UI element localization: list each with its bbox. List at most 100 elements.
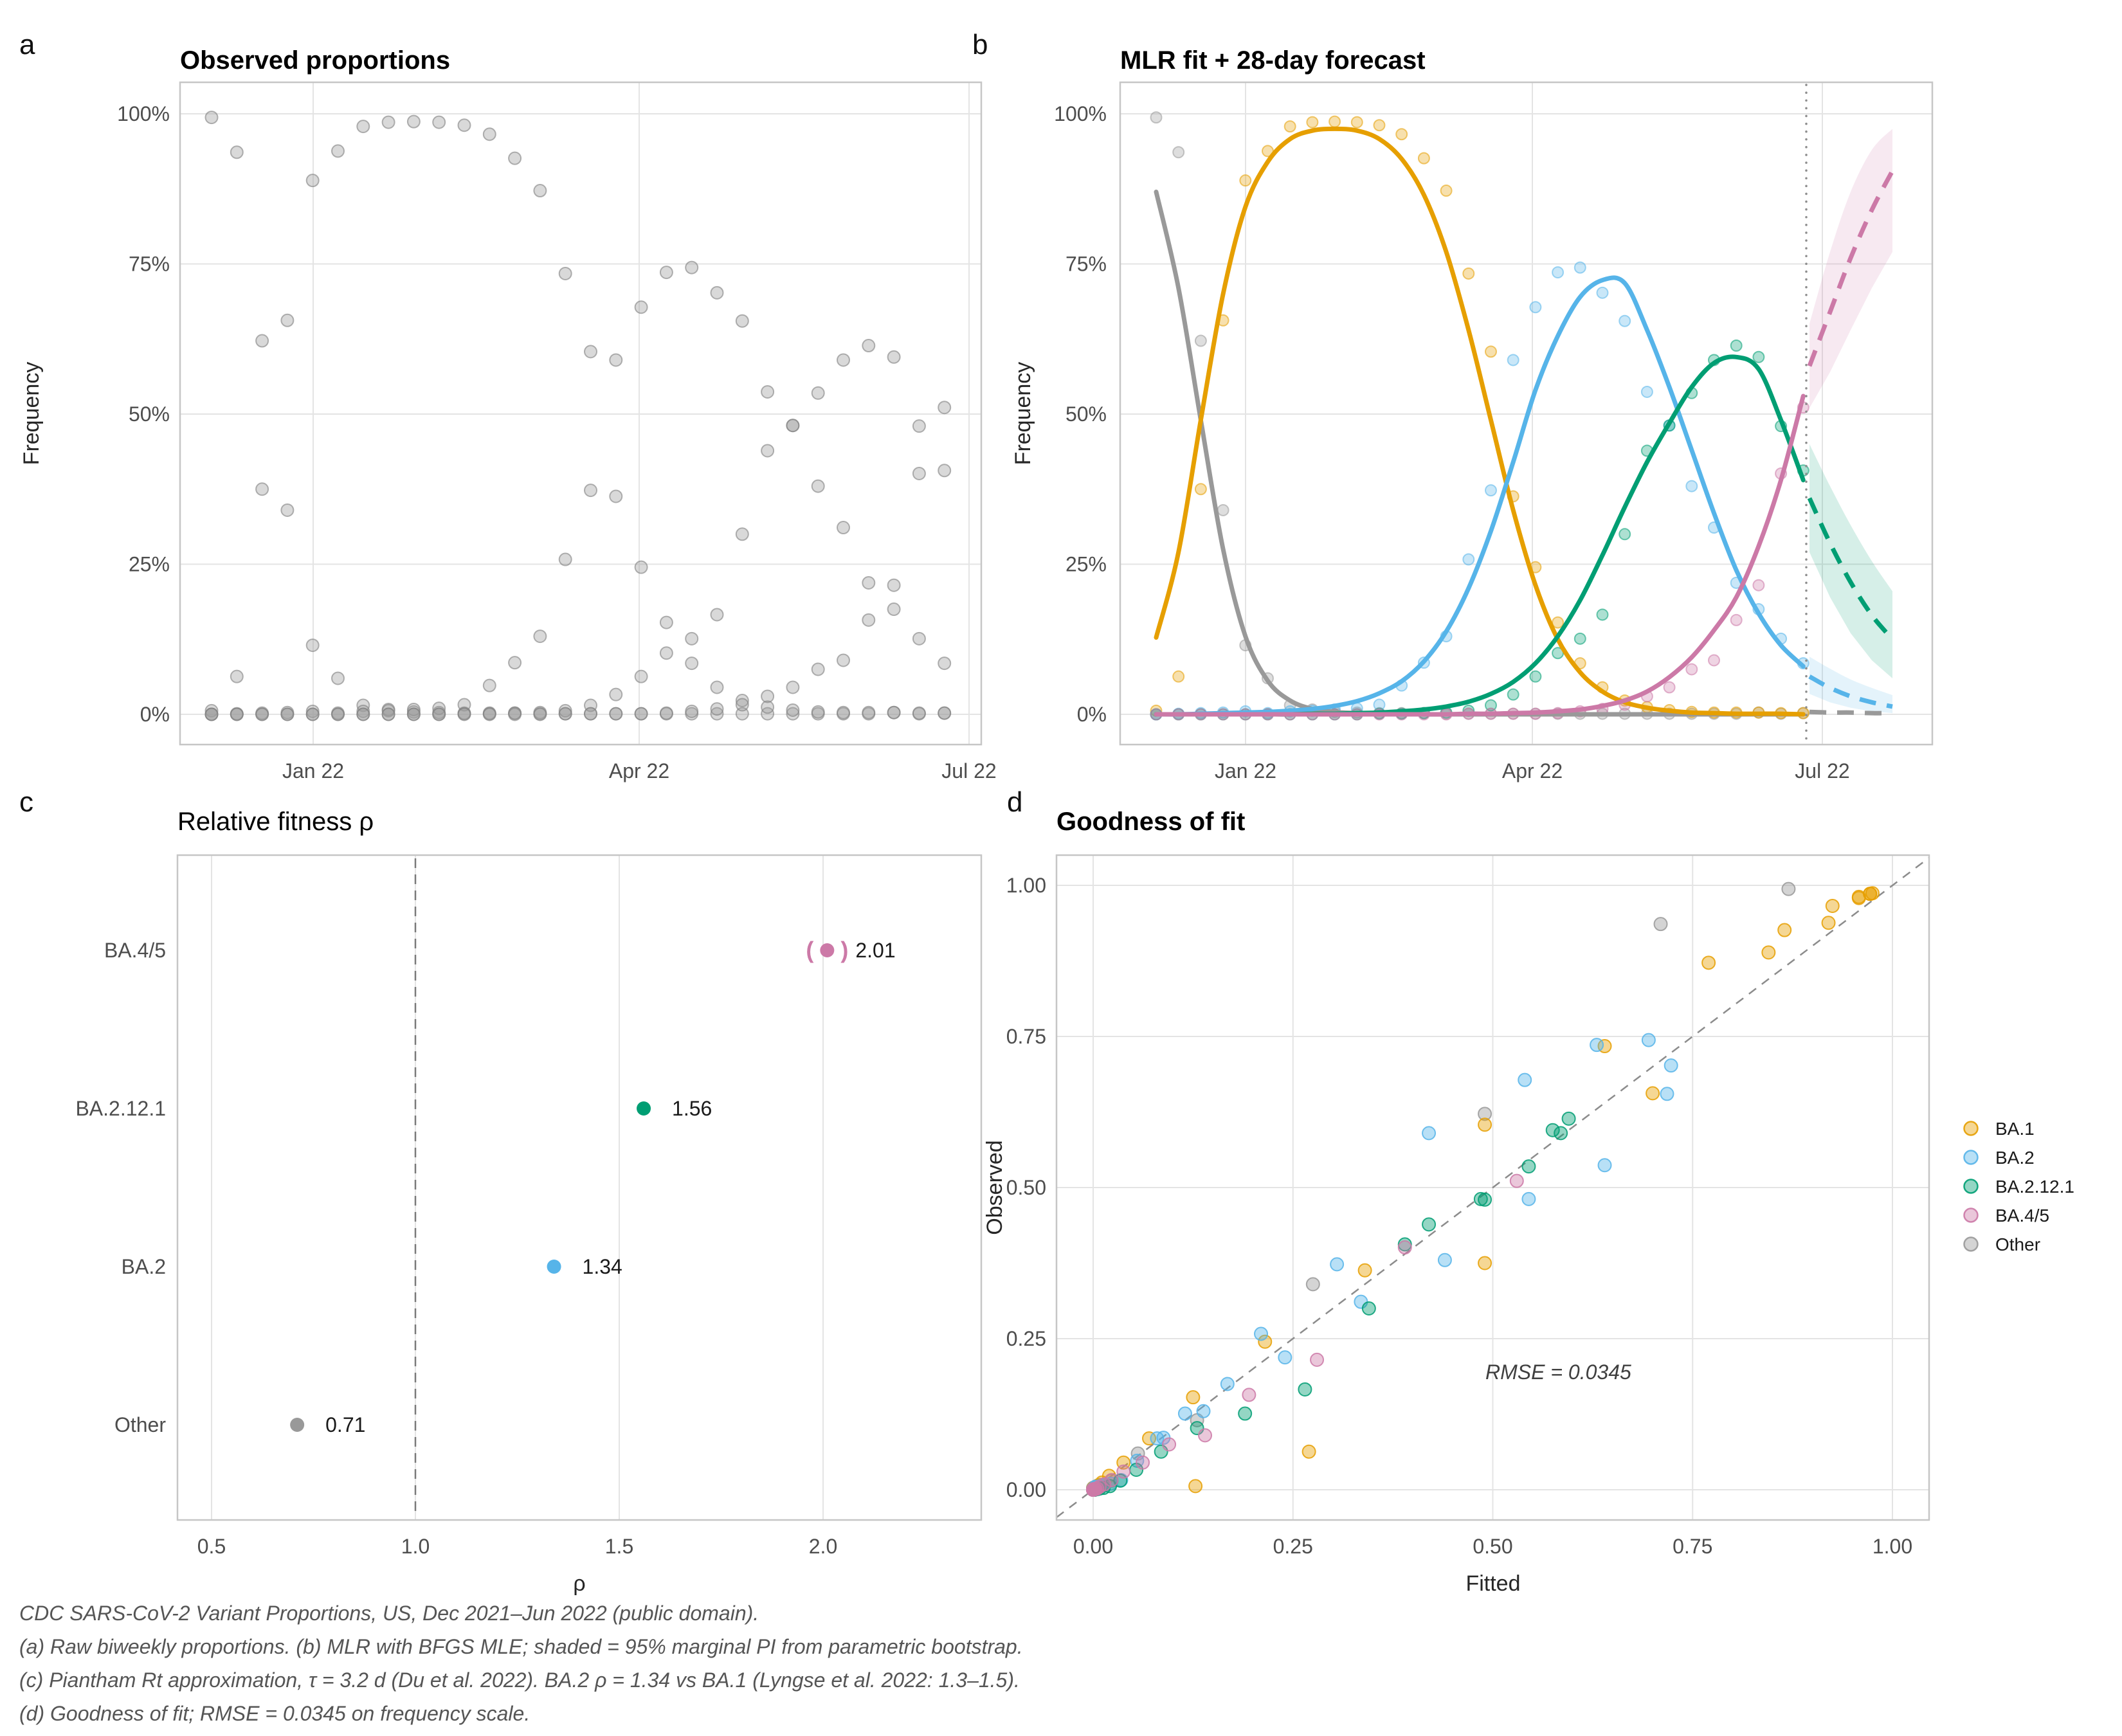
variant-legend: BA.1 BA.2 BA.2.12.1 BA.4/5 Other xyxy=(1963,1119,2074,1254)
obs-point-gray xyxy=(685,631,699,646)
panel-letter-d: d xyxy=(1007,786,1022,818)
obs-point-gray xyxy=(406,114,421,129)
obs-point-colored xyxy=(1507,688,1519,701)
obs-point-gray xyxy=(786,707,800,721)
panel-title-b: MLR fit + 28-day forecast xyxy=(1120,46,1426,75)
legend-swatch-other xyxy=(1963,1236,1979,1252)
ci-whisker-right: ) xyxy=(840,937,848,963)
fit-vs-obs-point xyxy=(1198,1428,1213,1443)
obs-point-gray xyxy=(837,705,850,719)
fit-vs-obs-point xyxy=(1188,1479,1203,1494)
legend-swatch-ba-2 xyxy=(1963,1150,1979,1165)
obs-point-gray xyxy=(710,707,724,721)
fit-vs-obs-point xyxy=(1641,1033,1656,1047)
obs-point-gray xyxy=(811,479,825,493)
obs-point-colored xyxy=(1440,185,1453,197)
legend-label: BA.2.12.1 xyxy=(1995,1177,2074,1197)
panel-mlr-forecast: b MLR fit + 28-day forecast Frequency 10… xyxy=(972,29,1934,782)
obs-point-gray xyxy=(204,707,219,721)
fit-vs-obs-point xyxy=(1330,1257,1345,1272)
obs-point-colored xyxy=(1306,116,1319,129)
obs-point-colored xyxy=(1708,654,1720,667)
panel-border xyxy=(1119,81,1934,746)
obs-point-gray xyxy=(685,704,699,718)
obs-point-gray xyxy=(609,707,623,721)
fit-vs-obs-point xyxy=(1863,887,1878,901)
obs-point-colored xyxy=(1619,314,1631,327)
axis-labels-c: BA.4/5 BA.2.12.1 BA.2 Other 0.5 1.0 1.5 2.0 xyxy=(75,854,983,1558)
fit-vs-obs-point xyxy=(1196,1404,1211,1418)
fitness-value-label: 2.01 xyxy=(855,939,895,962)
obs-point-gray xyxy=(280,707,295,721)
y-tick-label: 50% xyxy=(1066,402,1107,426)
fit-vs-obs-point xyxy=(1478,1256,1492,1270)
forecast-dash xyxy=(1807,170,1895,367)
obs-point-gray xyxy=(710,285,724,300)
fit-vs-obs-point xyxy=(1646,1086,1660,1101)
fit-vs-obs-point xyxy=(1437,1252,1452,1267)
obs-point-gray xyxy=(356,707,370,721)
fitness-value-label: 1.34 xyxy=(583,1255,622,1278)
figure-caption: CDC SARS-CoV-2 Variant Proportions, US, … xyxy=(19,1602,1023,1725)
fit-vs-obs-point xyxy=(1142,1431,1157,1446)
obs-point-colored xyxy=(1529,301,1542,314)
category-label: BA.2.12.1 xyxy=(75,1097,166,1120)
gridlines-c xyxy=(211,855,824,1520)
panel-border xyxy=(1055,854,1930,1521)
fit-vs-obs-point xyxy=(1518,1072,1532,1087)
fit-vs-obs-point xyxy=(1136,1455,1150,1470)
category-label: Other xyxy=(114,1413,166,1436)
fit-vs-obs-point xyxy=(1242,1388,1256,1402)
obs-point-gray xyxy=(230,145,244,159)
obs-point-gray xyxy=(710,702,724,716)
obs-point-gray xyxy=(331,144,345,158)
obs-point-colored xyxy=(1150,111,1163,124)
obs-point-gray xyxy=(432,707,446,721)
y-axis-title-b: Frequency xyxy=(1011,362,1035,466)
obs-point-gray xyxy=(280,503,295,517)
obs-point-gray xyxy=(356,704,370,718)
y-tick-label: 25% xyxy=(1066,553,1107,576)
obs-point-gray xyxy=(204,703,219,718)
fitness-point xyxy=(290,1418,305,1432)
gridlines-a xyxy=(180,82,981,745)
fit-curve xyxy=(1154,393,1806,717)
obs-point-gray xyxy=(659,646,673,660)
fit-vs-obs-point xyxy=(1509,1173,1524,1188)
y-tick-label: 0% xyxy=(140,703,170,726)
y-axis-title-a: Frequency xyxy=(19,362,44,466)
obs-point-gray xyxy=(331,671,345,685)
obs-point-colored xyxy=(1507,354,1519,366)
axis-labels-d: 1.00 0.75 0.50 0.25 0.00 0.00 0.25 0.50 0.75 1.00 xyxy=(1006,854,1930,1558)
obs-point-gray xyxy=(482,127,496,141)
fit-vs-obs-point xyxy=(1478,1117,1492,1132)
legend-label: BA.1 xyxy=(1995,1119,2035,1139)
obs-point-gray xyxy=(381,115,395,129)
fit-vs-obs-point xyxy=(1310,1352,1325,1367)
fit-vs-obs-point xyxy=(1521,1159,1536,1174)
fit-scatter-points xyxy=(1056,857,1929,1518)
x-tick-label: 0.75 xyxy=(1673,1535,1712,1558)
fit-vs-obs-point xyxy=(1186,1390,1201,1405)
obs-point-colored xyxy=(1752,579,1765,592)
panel-title-c: Relative fitness ρ xyxy=(177,808,374,836)
forecast-dash xyxy=(1808,674,1893,709)
obs-point-gray xyxy=(204,111,219,125)
obs-point-gray xyxy=(761,700,775,714)
obs-point-gray xyxy=(735,314,749,328)
axis-labels-b: 100% 75% 50% 25% 0% Jan 22 Apr 22 Jul 22 xyxy=(1054,81,1934,782)
fit-vs-obs-point xyxy=(1761,945,1776,960)
obs-point-gray xyxy=(482,707,496,721)
obs-point-gray xyxy=(735,698,749,712)
x-axis-title-d: Fitted xyxy=(1465,1571,1520,1596)
fit-vs-obs-point xyxy=(1097,1477,1112,1492)
y-tick-label: 50% xyxy=(129,402,170,426)
observed-points-a xyxy=(204,111,952,721)
x-tick-label: 1.5 xyxy=(605,1535,633,1558)
obs-point-gray xyxy=(230,707,244,721)
panel-letter-b: b xyxy=(972,29,988,60)
axis-labels-a: 100% 75% 50% 25% 0% Jan 22 Apr 22 Jul 22 xyxy=(117,81,997,782)
fit-vs-obs-point xyxy=(1521,1191,1536,1206)
obs-point-gray xyxy=(305,707,320,721)
ci-whisker-left: ( xyxy=(806,937,813,963)
